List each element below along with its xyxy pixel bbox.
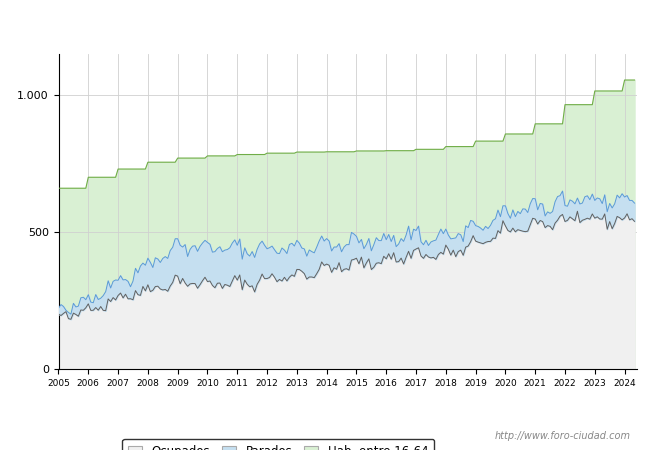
- Text: Gualba - Evolucion de la poblacion en edad de Trabajar Mayo de 2024: Gualba - Evolucion de la poblacion en ed…: [68, 16, 582, 31]
- Legend: Ocupados, Parados, Hab. entre 16-64: Ocupados, Parados, Hab. entre 16-64: [122, 439, 434, 450]
- Text: http://www.foro-ciudad.com: http://www.foro-ciudad.com: [495, 431, 630, 441]
